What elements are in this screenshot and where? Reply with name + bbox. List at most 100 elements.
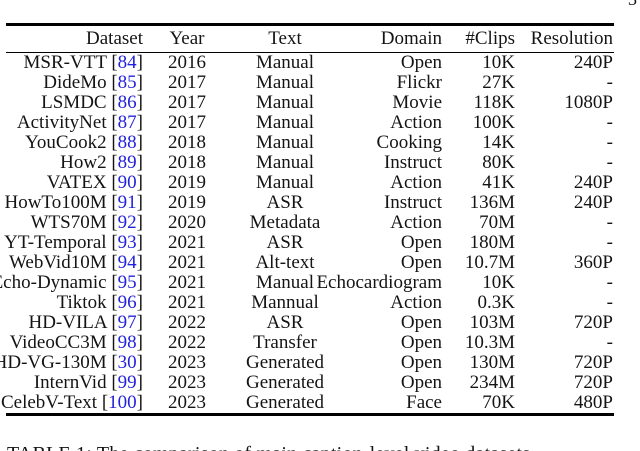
dataset-cell: How2 [89]: [60, 152, 143, 174]
resolution-cell: 720P: [573, 352, 613, 374]
domain-cell: Instruct: [383, 152, 442, 174]
year-cell: 2023: [168, 392, 206, 414]
table-row: CelebV-Text [100] 2023 Generated Face 70K 480…: [1, 392, 614, 414]
column-header-text: Text: [268, 27, 302, 49]
dataset-cell: ActivityNet [87]: [16, 112, 143, 134]
year-cell: 2021: [168, 272, 206, 294]
citation-link[interactable]: 94: [117, 252, 137, 274]
resolution-cell: -: [606, 292, 613, 314]
table-row: YouCook2 [88] 2018 Manual Cooking 14K -: [6, 133, 614, 153]
table-row: Tiktok [96] 2021 Mannual Action 0.3K -: [6, 293, 614, 313]
dataset-cell: VideoCC3M [98]: [9, 332, 143, 354]
table-bottom-rule: [6, 413, 614, 416]
citation-link[interactable]: 95: [117, 272, 137, 294]
resolution-cell: 360P: [573, 252, 613, 274]
domain-cell: Movie: [392, 92, 442, 114]
table-row: VATEX [90] 2019 Manual Action 41K 240P: [6, 173, 614, 193]
text-cell: Transfer: [253, 332, 317, 354]
table-row: WTS70M [92] 2020 Metadata Action 70M -: [6, 213, 614, 233]
table-body: MSR-VTT [84] 2016 Manual Open 10K 240P DideMo …: [0, 53, 614, 414]
clips-cell: 70K: [482, 392, 515, 414]
clips-cell: 234M: [469, 372, 515, 394]
text-cell: Alt-text: [255, 252, 315, 274]
domain-cell: Open: [400, 372, 442, 394]
citation-link[interactable]: 92: [117, 212, 137, 234]
dataset-cell: WebVid10M [94]: [8, 252, 143, 274]
table-row: HD-VG-130M [30] 2023 Generated Open 130M 720P: [0, 352, 614, 374]
citation-link[interactable]: 93: [117, 232, 137, 254]
citation-link[interactable]: 87: [117, 112, 137, 134]
table-row: WebVid10M [94] 2021 Alt-text Open 10.7M 360P: [6, 253, 614, 273]
domain-cell: Cooking: [376, 132, 442, 154]
citation-link[interactable]: 91: [117, 192, 137, 214]
dataset-cell: HowTo100M [91]: [4, 192, 143, 214]
citation-link[interactable]: 100: [108, 392, 137, 414]
text-cell: Metadata: [249, 212, 321, 234]
dataset-cell: MSR-VTT [84]: [23, 52, 143, 74]
dataset-cell: YouCook2 [88]: [25, 132, 143, 154]
text-cell: Generated: [245, 352, 325, 374]
text-cell: Generated: [245, 372, 325, 394]
citation-link[interactable]: 97: [117, 312, 137, 334]
clips-cell: 70M: [479, 212, 515, 234]
year-cell: 2023: [168, 372, 206, 394]
clips-cell: 10.7M: [464, 252, 515, 274]
citation-link[interactable]: 89: [117, 152, 137, 174]
citation-link[interactable]: 98: [117, 332, 137, 354]
domain-cell: Open: [400, 252, 442, 274]
domain-cell: Echocardiogram: [316, 272, 442, 294]
table-row: Echo-Dynamic [95] 2021 Manual Echocardiogra…: [0, 272, 614, 294]
resolution-cell: 240P: [573, 172, 613, 194]
year-cell: 2021: [168, 232, 206, 254]
citation-link[interactable]: 84: [117, 52, 137, 74]
resolution-cell: 240P: [573, 52, 613, 74]
table-row: HD-VILA [97] 2022 ASR Open 103M 720P: [6, 313, 614, 333]
resolution-cell: -: [606, 132, 613, 154]
citation-link[interactable]: 96: [117, 292, 137, 314]
clips-cell: 130M: [469, 352, 515, 374]
year-cell: 2018: [168, 132, 206, 154]
clips-cell: 103M: [469, 312, 515, 334]
citation-link[interactable]: 90: [117, 172, 137, 194]
domain-cell: Open: [400, 352, 442, 374]
citation-link[interactable]: 99: [117, 372, 137, 394]
resolution-cell: -: [606, 112, 613, 134]
clips-cell: 180M: [469, 232, 515, 254]
table-row: MSR-VTT [84] 2016 Manual Open 10K 240P: [6, 53, 614, 73]
clips-cell: 10K: [482, 52, 515, 74]
column-header-dataset: Dataset: [86, 27, 143, 49]
dataset-cell: Echo-Dynamic [95]: [0, 272, 143, 294]
text-cell: Manual: [255, 172, 315, 194]
dataset-cell: YT-Temporal [93]: [4, 232, 143, 254]
resolution-cell: -: [606, 272, 613, 294]
year-cell: 2020: [168, 212, 206, 234]
citation-link[interactable]: 30: [117, 352, 137, 374]
text-cell: Manual: [255, 92, 315, 114]
dataset-cell: DideMo [85]: [43, 72, 143, 94]
dataset-cell: WTS70M [92]: [30, 212, 143, 234]
year-cell: 2022: [168, 312, 206, 334]
page-number: 3: [628, 0, 637, 10]
clips-cell: 100K: [472, 112, 515, 134]
citation-link[interactable]: 85: [117, 72, 137, 94]
datasets-comparison-table: Dataset Year Text Domain #Clips Resolution MS…: [0, 23, 614, 416]
table-header-rule: [6, 51, 614, 54]
text-cell: ASR: [266, 232, 304, 254]
text-cell: Manual: [255, 52, 315, 74]
clips-cell: 0.3K: [477, 292, 515, 314]
resolution-cell: 480P: [573, 392, 613, 414]
year-cell: 2017: [168, 112, 206, 134]
year-cell: 2022: [168, 332, 206, 354]
year-cell: 2019: [168, 192, 206, 214]
resolution-cell: 1080P: [564, 92, 613, 114]
citation-link[interactable]: 86: [117, 92, 137, 114]
table-header-row: Dataset Year Text Domain #Clips Resolution: [6, 26, 614, 52]
text-cell: Manual: [255, 132, 315, 154]
citation-link[interactable]: 88: [117, 132, 137, 154]
text-cell: Manual: [255, 72, 315, 94]
table-row: ActivityNet [87] 2017 Manual Action 100K -: [6, 113, 614, 133]
text-cell: Manual: [255, 112, 315, 134]
domain-cell: Open: [400, 52, 442, 74]
dataset-cell: VATEX [90]: [46, 172, 143, 194]
